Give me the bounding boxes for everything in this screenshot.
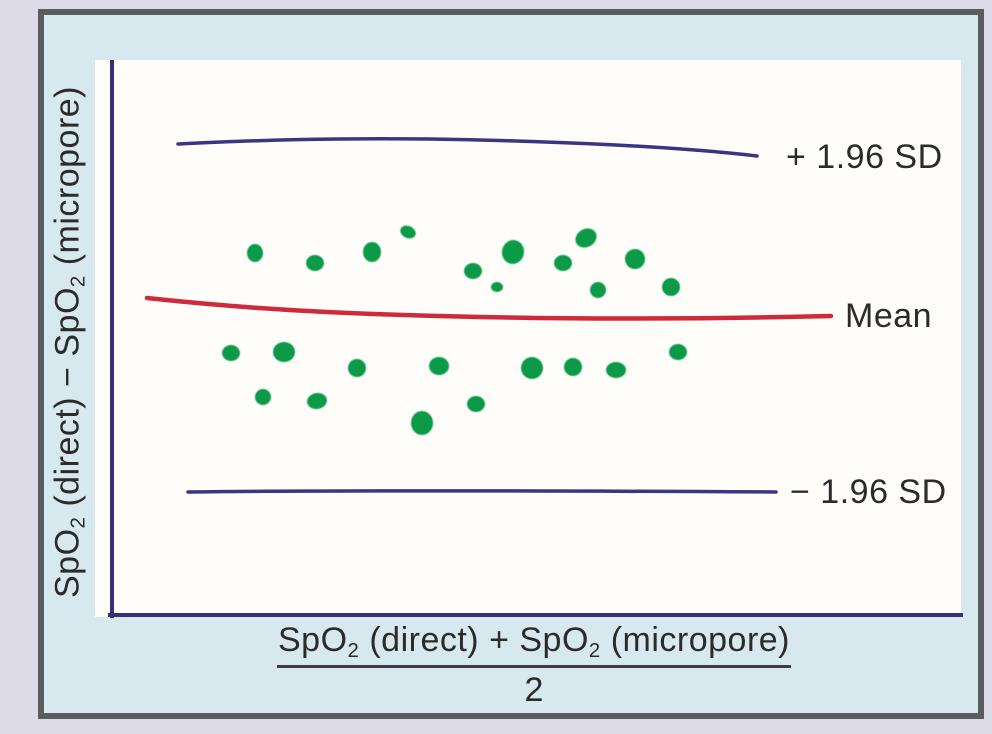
x-axis-label: SpO2 (direct) + SpO2 (micropore) 2	[277, 621, 791, 710]
fraction-bar	[277, 665, 791, 668]
upper-loa-label: + 1.96 SD	[786, 138, 943, 176]
mean-label: Mean	[845, 297, 933, 335]
lower-loa-label: − 1.96 SD	[790, 473, 947, 511]
data-point	[564, 358, 582, 376]
y-axis-label: SpO2 (direct) − SpO2 (micropore)	[48, 86, 90, 598]
data-point	[491, 282, 503, 292]
data-point	[411, 411, 433, 435]
mean-line	[144, 295, 834, 321]
data-point	[662, 278, 680, 296]
data-point	[363, 242, 381, 262]
x-axis-label-numerator: SpO2 (direct) + SpO2 (micropore)	[278, 621, 790, 662]
data-point	[348, 359, 366, 377]
data-point	[273, 342, 295, 362]
data-point	[464, 263, 482, 279]
data-point	[255, 389, 271, 405]
data-point	[247, 244, 263, 262]
data-point	[606, 362, 626, 378]
data-point	[222, 345, 240, 361]
data-point	[429, 357, 449, 375]
lower-loa-line	[186, 489, 778, 494]
upper-loa-line	[176, 136, 759, 158]
data-point	[669, 344, 687, 360]
x-axis-label-denominator: 2	[524, 671, 544, 709]
plot-area	[95, 60, 961, 617]
data-point	[554, 255, 572, 271]
data-point	[467, 396, 485, 412]
data-point	[306, 255, 324, 271]
data-point	[590, 282, 606, 298]
